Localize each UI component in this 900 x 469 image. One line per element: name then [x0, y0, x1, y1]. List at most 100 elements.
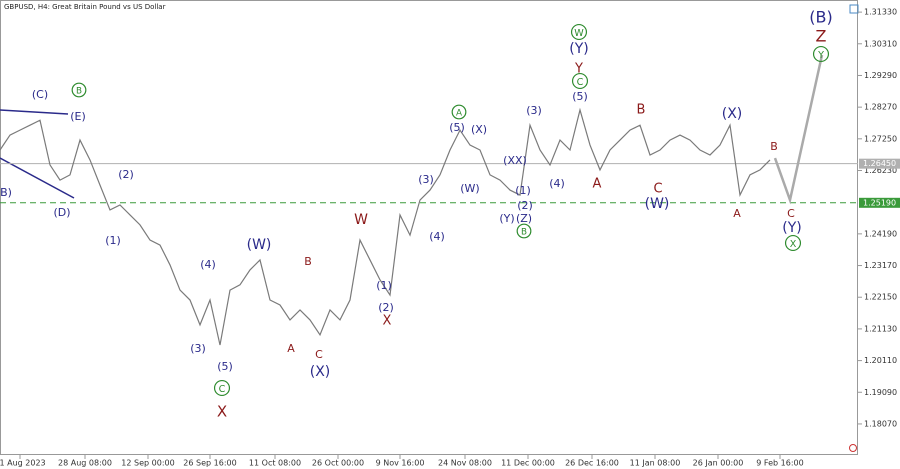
wave-label: B — [304, 255, 312, 268]
wave-label: (2) — [118, 168, 134, 181]
wave-label: (Y) — [499, 212, 514, 225]
wave-label: A — [733, 207, 741, 220]
wave-label: (E) — [70, 110, 86, 123]
trendline — [0, 157, 75, 199]
y-tick-label: 1.28270 — [864, 103, 897, 112]
wave-label: (3) — [190, 342, 206, 355]
x-tick-label: 11 Oct 08:00 — [249, 459, 301, 468]
y-tick-label: 1.31330 — [864, 8, 897, 17]
wave-label: (1) — [515, 184, 531, 197]
y-tick-label: 1.27250 — [864, 134, 897, 143]
price-line — [0, 107, 771, 346]
wave-label: (X) — [310, 364, 331, 380]
wave-label: B — [637, 103, 646, 118]
wave-circle — [784, 234, 802, 252]
x-tick-label: 26 Dec 16:00 — [565, 459, 619, 468]
wave-label: C — [787, 207, 795, 220]
y-tick-label: 1.26230 — [864, 166, 897, 175]
projection-line — [773, 54, 824, 205]
y-tick-label: 1.19090 — [864, 388, 897, 397]
wave-label: B — [76, 87, 82, 97]
x-tick-label: 26 Oct 00:00 — [312, 459, 364, 468]
wave-label: (5) — [449, 121, 465, 134]
wave-label: Y — [574, 62, 583, 77]
x-tick-label: 9 Feb 16:00 — [756, 459, 803, 468]
current_price-box — [859, 158, 900, 169]
x-tick-label: 11 Aug 2023 — [0, 459, 46, 468]
y-tick-label: 1.30310 — [864, 39, 897, 48]
wave-label: (X) — [722, 106, 743, 122]
wave-label: (2) — [378, 301, 394, 314]
level-box — [859, 197, 900, 208]
y-tick-label: 1.21130 — [864, 324, 897, 333]
y-tick-label: 1.24190 — [864, 229, 897, 238]
wave-label: W — [574, 28, 584, 39]
icon[interactable] — [849, 4, 859, 14]
wave-label: (C) — [32, 88, 48, 101]
current_price-label: 1.26450 — [863, 159, 896, 168]
wave-label: C — [315, 348, 323, 361]
wave-label: W — [354, 212, 368, 228]
y-tick-label: 1.18070 — [864, 419, 897, 428]
wave-label: X — [217, 403, 227, 421]
x-tick-label: 28 Aug 08:00 — [58, 459, 112, 468]
wave-label: (XX) — [503, 154, 527, 167]
wave-circle — [812, 45, 830, 63]
wave-label: (4) — [549, 177, 565, 190]
wave-label: A — [287, 342, 295, 355]
wave-label: (3) — [526, 104, 542, 117]
wave-label: B — [770, 140, 778, 153]
wave-circle — [570, 23, 588, 41]
wave-label: Y — [817, 50, 824, 61]
wave-label: A — [593, 177, 602, 192]
x-tick-label: 26 Jan 00:00 — [693, 459, 744, 468]
icon[interactable] — [849, 444, 857, 452]
wave-label: (5) — [217, 360, 233, 373]
wave-circle — [516, 223, 532, 239]
wave-label: (Y) — [569, 41, 588, 57]
x-tick-label: 12 Sep 00:00 — [121, 459, 174, 468]
x-tick-label: 11 Dec 00:00 — [501, 459, 555, 468]
trendline — [0, 109, 69, 115]
wave-label: (W) — [247, 237, 272, 253]
wave-label: C — [577, 77, 584, 88]
wave-circle — [571, 72, 589, 90]
wave-label: C — [653, 182, 662, 197]
y-tick-label: 1.22150 — [864, 293, 897, 302]
wave-label: C — [219, 384, 226, 395]
wave-label: (4) — [429, 230, 445, 243]
wave-circle — [213, 379, 231, 397]
wave-circle — [71, 82, 87, 98]
wave-label: B) — [0, 186, 12, 199]
wave-label: B — [521, 228, 527, 238]
wave-label: Z — [816, 27, 827, 46]
y-tick-label: 1.23170 — [864, 261, 897, 270]
wave-label: (5) — [572, 90, 588, 103]
wave-circle — [451, 104, 467, 120]
wave-label: (W) — [460, 182, 479, 195]
x-tick-label: 11 Jan 08:00 — [630, 459, 681, 468]
x-tick-label: 9 Nov 16:00 — [376, 459, 425, 468]
y-tick-label: 1.29290 — [864, 71, 897, 80]
wave-label: A — [456, 109, 462, 119]
wave-label: (4) — [200, 258, 216, 271]
x-tick-label: 26 Sep 16:00 — [183, 459, 236, 468]
plot-frame — [0, 0, 858, 455]
x-tick-label: 24 Nov 08:00 — [438, 459, 492, 468]
wave-label: (D) — [53, 206, 70, 219]
wave-label: (1) — [105, 234, 121, 247]
wave-label: (1) — [376, 279, 392, 292]
wave-label: (Y) — [782, 220, 801, 236]
y-tick-label: 1.20110 — [864, 356, 897, 365]
wave-label: (Z) — [516, 212, 532, 225]
wave-label: X — [790, 239, 797, 250]
wave-label: X — [383, 314, 392, 329]
wave-label: (W) — [645, 196, 670, 212]
level-label: 1.25190 — [863, 198, 896, 207]
wave-label: (B) — [809, 8, 832, 27]
wave-label: (X) — [471, 123, 487, 136]
wave-label: (2) — [517, 199, 533, 212]
wave-label: (3) — [418, 173, 434, 186]
